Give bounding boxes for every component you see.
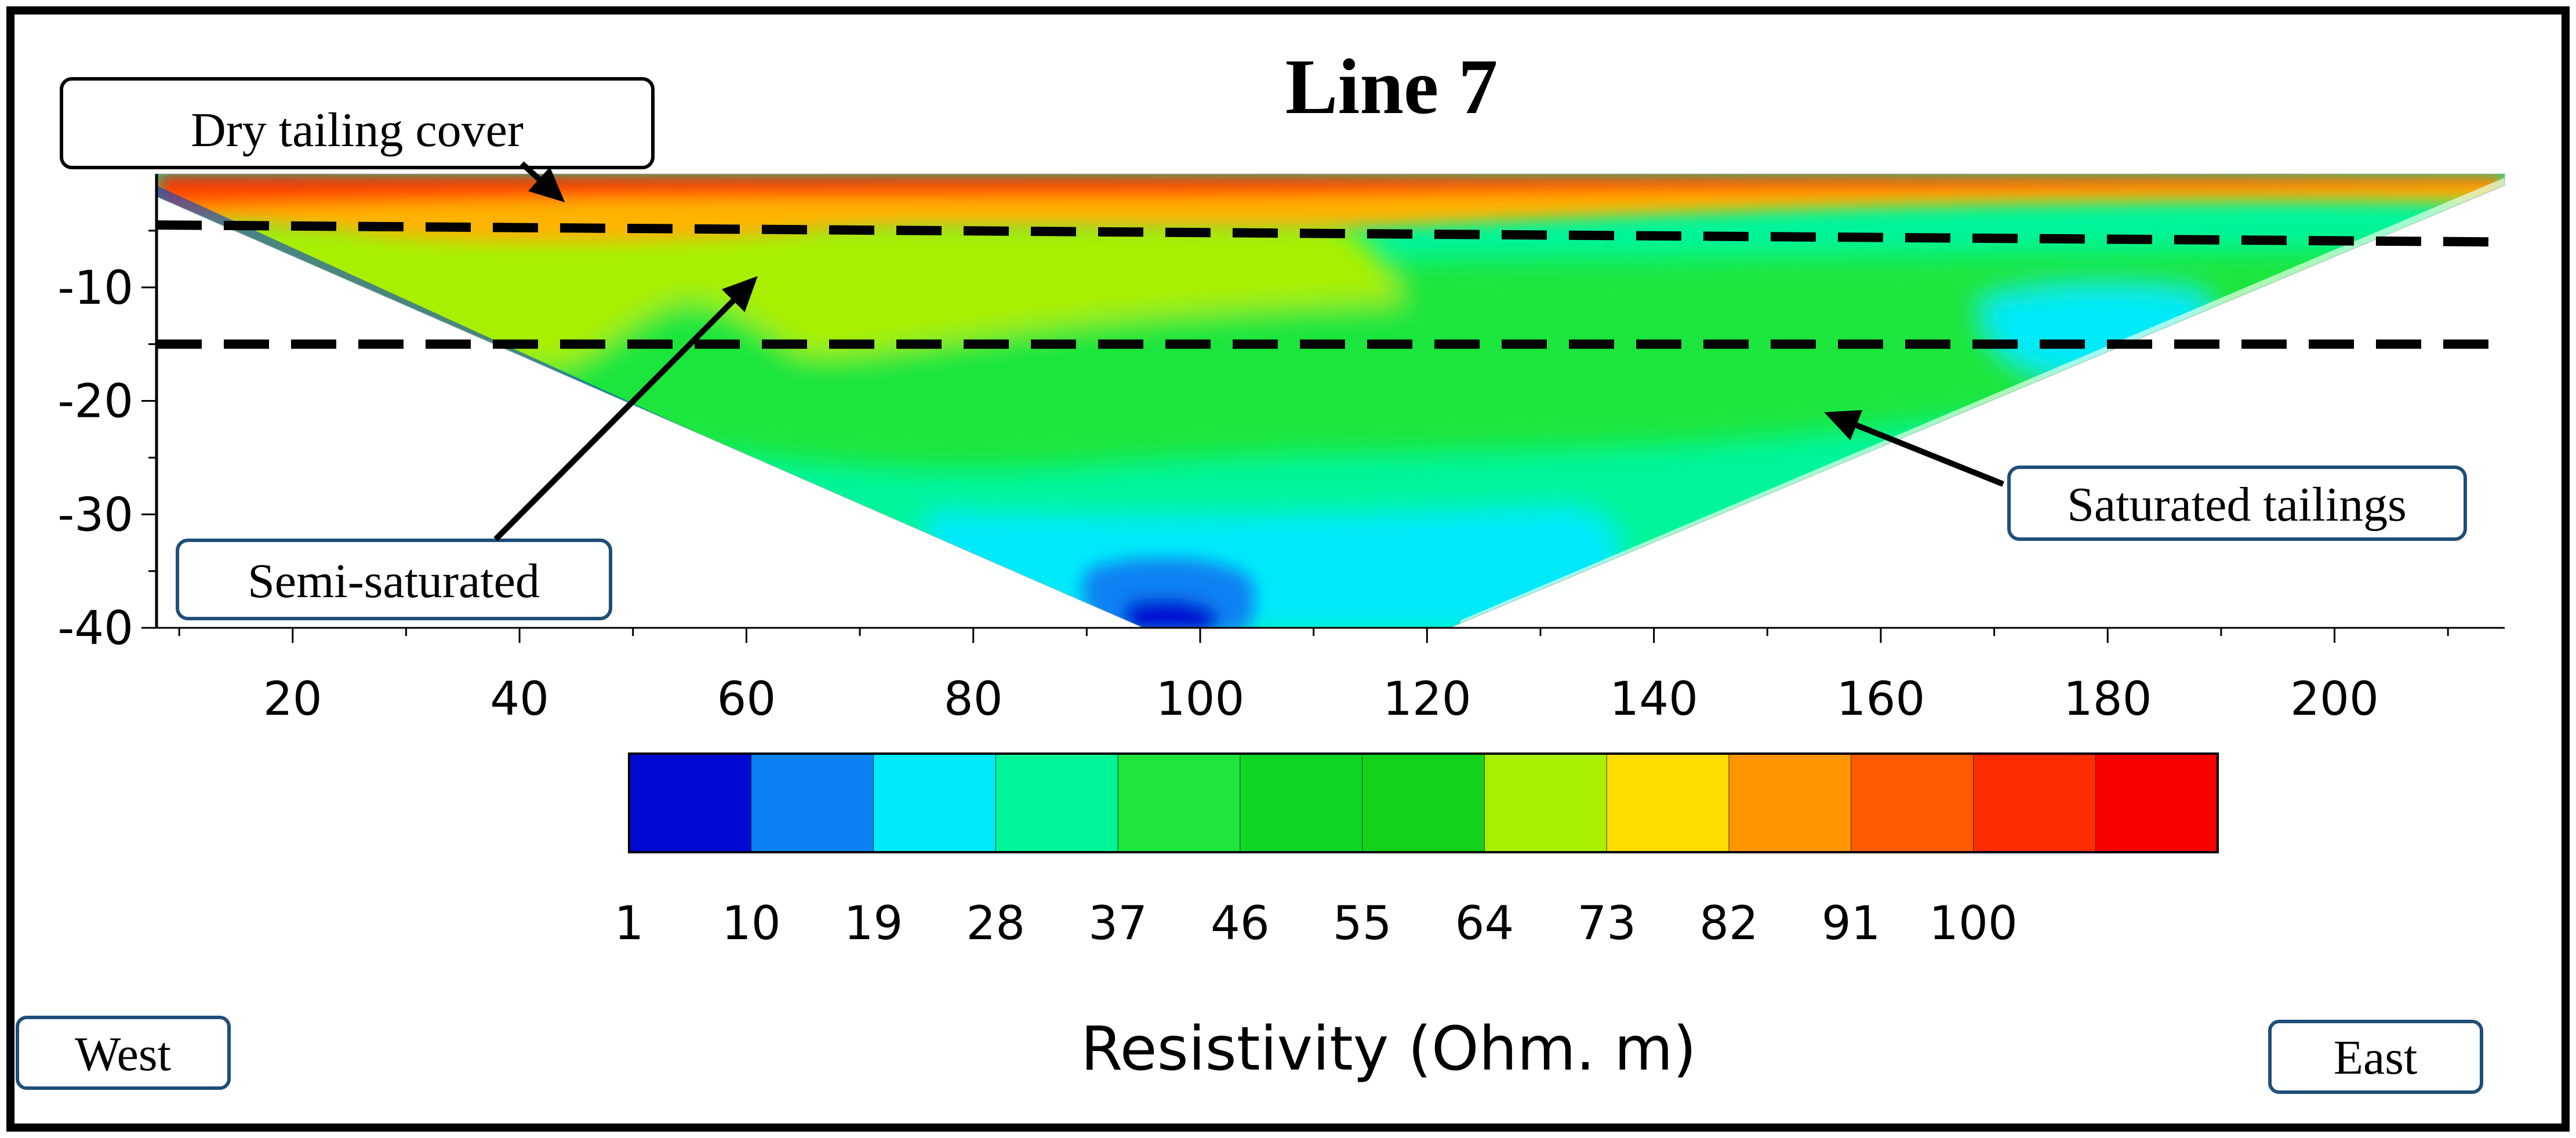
axes: 20 40 60 80 100 120 140 160 180 200 -10 -20 -30 -40 [57, 174, 2505, 726]
x-tick-label: 120 [1383, 672, 1472, 726]
annotation-box [176, 539, 612, 620]
colorbar-cell [1484, 753, 1608, 853]
arrow-line [1855, 422, 2004, 487]
annotation-west: West [16, 1016, 231, 1090]
x-tick-label: 80 [944, 672, 1003, 726]
figure-frame [6, 6, 2570, 1132]
colorbar-tick-label: 1 [615, 896, 644, 950]
arrow-line [493, 299, 736, 541]
colorbar-tick-label: 37 [1088, 896, 1147, 950]
annotation-text: Saturated tailings [2067, 478, 2407, 532]
y-tick-label: -40 [57, 601, 133, 655]
colorbar-ticks: 1 10 19 28 37 46 55 64 73 82 91 100 [615, 896, 2018, 950]
x-tick-label: 20 [263, 672, 322, 726]
arrow-head [1824, 410, 1863, 441]
colorbar-tick-label: 64 [1455, 896, 1514, 950]
colorbar-cell [1728, 753, 1852, 853]
y-tick-label: -10 [57, 261, 133, 315]
annotation-text: Dry tailing cover [191, 103, 524, 157]
cyan-deep-zone [924, 504, 1621, 628]
colorbar-tick-label: 100 [1929, 896, 2018, 950]
colorbar-cell [628, 753, 752, 853]
annotation-semi-saturated: Semi-saturated [176, 276, 758, 620]
colorbar: 1 10 19 28 37 46 55 64 73 82 91 100 Resistivity (Oh… [615, 752, 2219, 1084]
x-tick-label: 40 [490, 672, 549, 726]
colorbar-cell [1972, 753, 2097, 853]
arrow-head [721, 276, 758, 312]
colorbar-tick-label: 28 [966, 896, 1025, 950]
x-ticks: 20 40 60 80 100 120 140 160 180 200 [178, 628, 2449, 726]
x-tick-label: 140 [1609, 672, 1698, 726]
annotation-text: Semi-saturated [248, 554, 540, 608]
annotation-text: East [2334, 1031, 2418, 1085]
annotation-saturated-tailings: Saturated tailings [1824, 410, 2467, 541]
x-tick-label: 180 [2063, 672, 2152, 726]
dark-blue-deep-zone [1125, 598, 1218, 628]
colorbar-cell [1240, 753, 1363, 853]
colorbar-tick-label: 19 [844, 896, 903, 950]
colorbar-border [628, 752, 2219, 853]
annotation-box [2268, 1020, 2483, 1094]
y-tick-label: -20 [57, 375, 133, 428]
dry-cover-red [157, 174, 2505, 189]
annotation-east: East [2268, 1020, 2483, 1094]
y-tick-label: -30 [57, 488, 133, 541]
colorbar-cell [995, 753, 1119, 853]
colorbar-tick-label: 73 [1577, 896, 1636, 950]
annotation-box [16, 1016, 231, 1090]
semi-saturated-zone [168, 220, 1403, 366]
chart-title: Line 7 [1285, 43, 1498, 130]
colorbar-cell [1362, 753, 1485, 853]
annotations: Dry tailing cover Semi-saturated Saturat… [16, 77, 2483, 1094]
colorbar-cell [2095, 753, 2218, 853]
colorbar-cell [1851, 753, 1974, 853]
annotation-text: West [75, 1027, 171, 1081]
annotation-box [60, 77, 655, 169]
boundary-lines [156, 220, 2505, 349]
colorbar-tick-label: 55 [1333, 896, 1392, 950]
colorbar-tick-label: 10 [722, 896, 781, 950]
x-tick-label: 160 [1837, 672, 1925, 726]
annotation-box [2007, 466, 2467, 541]
colorbar-tick-label: 46 [1211, 896, 1270, 950]
colorbar-tick-label: 91 [1822, 896, 1881, 950]
colorbar-cell [873, 753, 997, 853]
y-ticks: -10 -20 -30 -40 [57, 230, 157, 655]
colorbar-cell [1117, 753, 1241, 853]
colorbar-cell [1606, 753, 1730, 853]
arrow-line [519, 161, 542, 181]
colorbar-cells [628, 753, 2218, 853]
colorbar-tick-label: 82 [1699, 896, 1758, 950]
annotation-dry-tailing-cover: Dry tailing cover [60, 77, 655, 202]
boundary-line-1 [156, 220, 2505, 247]
x-tick-label: 100 [1156, 672, 1245, 726]
arrow-head [528, 166, 565, 202]
plot-area: 20 40 60 80 100 120 140 160 180 200 -10 -20 -30 -40 [57, 173, 2505, 726]
colorbar-label: Resistivity (Ohm. m) [1081, 1013, 1696, 1084]
x-tick-label: 200 [2290, 672, 2379, 726]
x-tick-label: 60 [717, 672, 776, 726]
colorbar-cell [751, 753, 874, 853]
